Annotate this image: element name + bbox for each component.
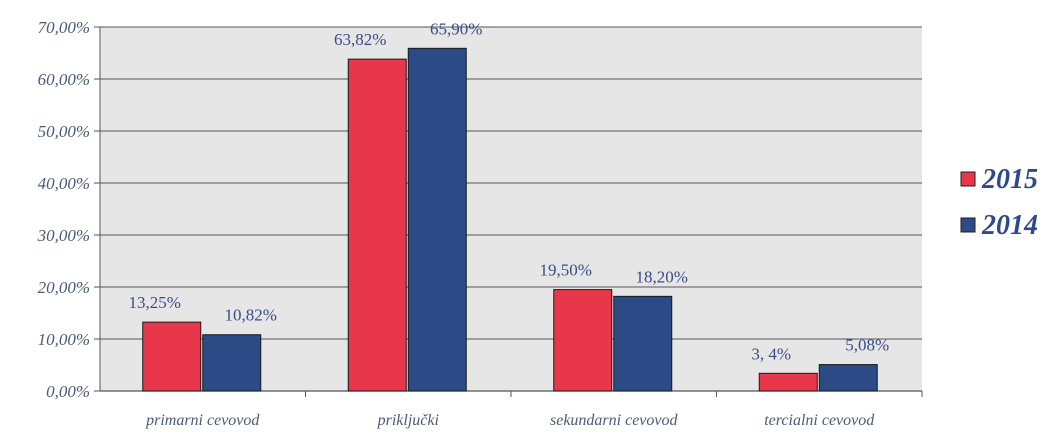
y-tick-label: 0,00%	[46, 382, 90, 401]
legend: 2015 2014	[960, 164, 1038, 241]
x-category-label: priključki	[377, 412, 439, 429]
x-axis-categories: primarni cevovod priključki sekundarni cev…	[145, 412, 875, 429]
bar-2014-3	[818, 364, 878, 392]
bar-2015-1	[347, 58, 407, 392]
x-category-label: tercialni cevovod	[764, 412, 875, 429]
legend-label: 2015	[981, 164, 1038, 195]
y-tick-label: 40,00%	[38, 174, 90, 193]
data-label: 5,08%	[845, 336, 889, 355]
y-axis-ticks: 0,00% 10,00% 20,00% 30,00% 40,00% 50,00% 60,00…	[37, 18, 90, 401]
legend-swatch	[960, 171, 976, 187]
data-label: 19,50%	[540, 261, 592, 280]
data-label: 65,90%	[430, 19, 482, 38]
plot-area	[100, 27, 922, 391]
y-tick-label: 20,00%	[38, 278, 90, 297]
data-label: 13,25%	[129, 293, 181, 312]
data-label: 18,20%	[636, 267, 688, 286]
y-tick-label: 70,00%	[38, 18, 90, 37]
legend-label: 2014	[981, 210, 1038, 241]
y-tick-label: 60,00%	[38, 70, 90, 89]
data-label: 63,82%	[334, 30, 386, 49]
legend-swatch	[960, 217, 976, 233]
data-label: 3, 4%	[751, 344, 791, 363]
y-tick-label: 30,00%	[37, 226, 90, 245]
y-tick-label: 50,00%	[38, 122, 90, 141]
x-category-label: primarni cevovod	[145, 412, 260, 429]
data-label: 10,82%	[225, 306, 277, 325]
bars	[142, 47, 878, 392]
bar-2015-2	[553, 289, 613, 392]
data-labels: 13,25% 10,82% 63,82% 65,90% 19,50% 18,20% 3, 4…	[129, 19, 890, 363]
bar-2014-0	[202, 334, 262, 392]
bar-2015-3	[758, 372, 818, 392]
y-tick-label: 10,00%	[38, 330, 90, 349]
bar-2014-2	[613, 295, 673, 392]
x-category-label: sekundarni cevovod	[550, 412, 679, 429]
bar-2015-0	[142, 321, 202, 392]
bar-2014-1	[407, 47, 467, 392]
